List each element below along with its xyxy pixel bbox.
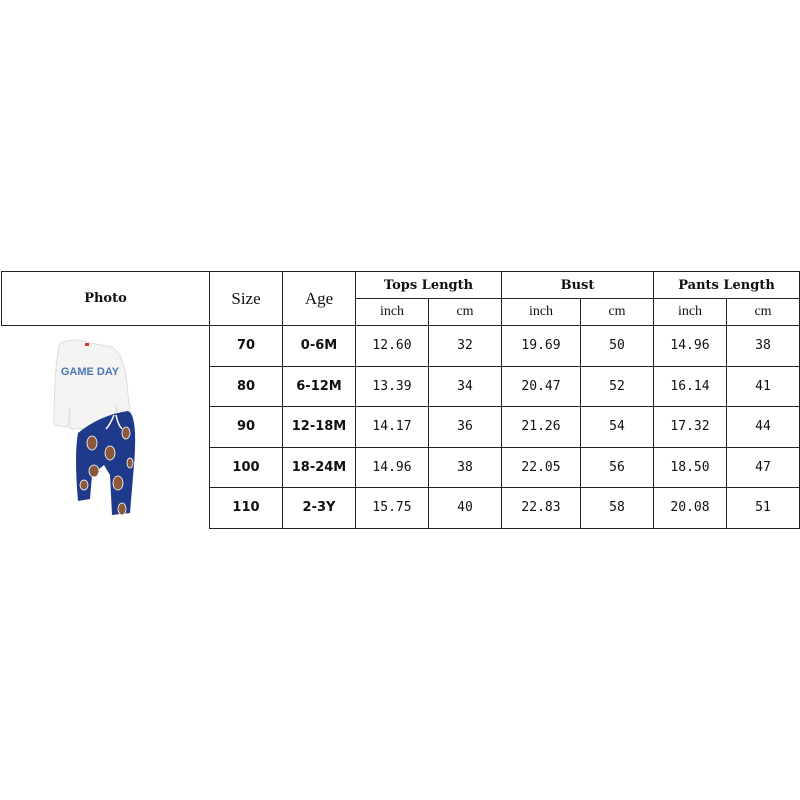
- header-size: Size: [209, 271, 283, 326]
- tops-cm-cell: 36: [428, 406, 502, 448]
- header-pants-length: Pants Length: [653, 271, 800, 299]
- tops-inch-cell: 15.75: [355, 487, 429, 529]
- subheader-cm: cm: [428, 298, 502, 326]
- subheader-cm: cm: [726, 298, 800, 326]
- pants-cm-cell: 44: [726, 406, 800, 448]
- table-row: 110 2-3Y 15.75 40 22.83 58 20.08 51: [2, 487, 800, 529]
- pants-cm-cell: 41: [726, 365, 800, 407]
- header-tops-length: Tops Length: [355, 271, 502, 299]
- subheader-inch: inch: [501, 298, 581, 326]
- pants-inch-cell: 20.08: [653, 487, 727, 529]
- sweatshirt-print: GAME DAY: [61, 366, 120, 378]
- pants-inch-cell: 16.14: [653, 365, 727, 407]
- size-cell: 100: [209, 446, 283, 488]
- pants-cm-cell: 47: [726, 446, 800, 488]
- tops-inch-cell: 14.17: [355, 406, 429, 448]
- age-cell: 2-3Y: [282, 487, 356, 529]
- age-cell: 0-6M: [282, 325, 356, 367]
- pants-inch-cell: 17.32: [653, 406, 727, 448]
- age-cell: 12-18M: [282, 406, 356, 448]
- tops-cm-cell: 40: [428, 487, 502, 529]
- pants-inch-cell: 14.96: [653, 325, 727, 367]
- header-age: Age: [282, 271, 356, 326]
- subheader-inch: inch: [355, 298, 429, 326]
- size-cell: 90: [209, 406, 283, 448]
- size-cell: 70: [209, 325, 283, 367]
- subheader-cm: cm: [580, 298, 654, 326]
- bust-cm-cell: 54: [580, 406, 654, 448]
- table-row: 90 12-18M 14.17 36 21.26 54 17.32 44: [2, 406, 800, 448]
- age-cell: 18-24M: [282, 446, 356, 488]
- age-cell: 6-12M: [282, 365, 356, 407]
- table-row: 100 18-24M 14.96 38 22.05 56 18.50 47: [2, 446, 800, 488]
- tops-inch-cell: 14.96: [355, 446, 429, 488]
- tops-cm-cell: 34: [428, 365, 502, 407]
- pants-inch-cell: 18.50: [653, 446, 727, 488]
- bust-cm-cell: 50: [580, 325, 654, 367]
- header-photo: Photo: [1, 271, 210, 326]
- size-cell: 80: [209, 365, 283, 407]
- bust-inch-cell: 20.47: [501, 365, 581, 407]
- bust-inch-cell: 22.83: [501, 487, 581, 529]
- bust-cm-cell: 52: [580, 365, 654, 407]
- bust-cm-cell: 56: [580, 446, 654, 488]
- size-chart-table: Photo Size Age Tops Length Bust Pants Le…: [1, 271, 800, 529]
- bust-inch-cell: 22.05: [501, 446, 581, 488]
- tops-inch-cell: 13.39: [355, 365, 429, 407]
- size-cell: 110: [209, 487, 283, 529]
- table-row: 80 6-12M 13.39 34 20.47 52 16.14 41: [2, 365, 800, 407]
- pants-cm-cell: 38: [726, 325, 800, 367]
- sweatshirt: GAME DAY: [53, 339, 133, 430]
- pants: [76, 411, 136, 516]
- bust-inch-cell: 21.26: [501, 406, 581, 448]
- tops-cm-cell: 32: [428, 325, 502, 367]
- header-bust: Bust: [501, 271, 654, 299]
- tops-inch-cell: 12.60: [355, 325, 429, 367]
- product-photo: GAME DAY: [53, 339, 136, 516]
- pants-cm-cell: 51: [726, 487, 800, 529]
- bust-inch-cell: 19.69: [501, 325, 581, 367]
- tops-cm-cell: 38: [428, 446, 502, 488]
- bust-cm-cell: 58: [580, 487, 654, 529]
- table-row: 70 0-6M 12.60 32 19.69 50 14.96 38: [1, 325, 800, 528]
- subheader-inch: inch: [653, 298, 727, 326]
